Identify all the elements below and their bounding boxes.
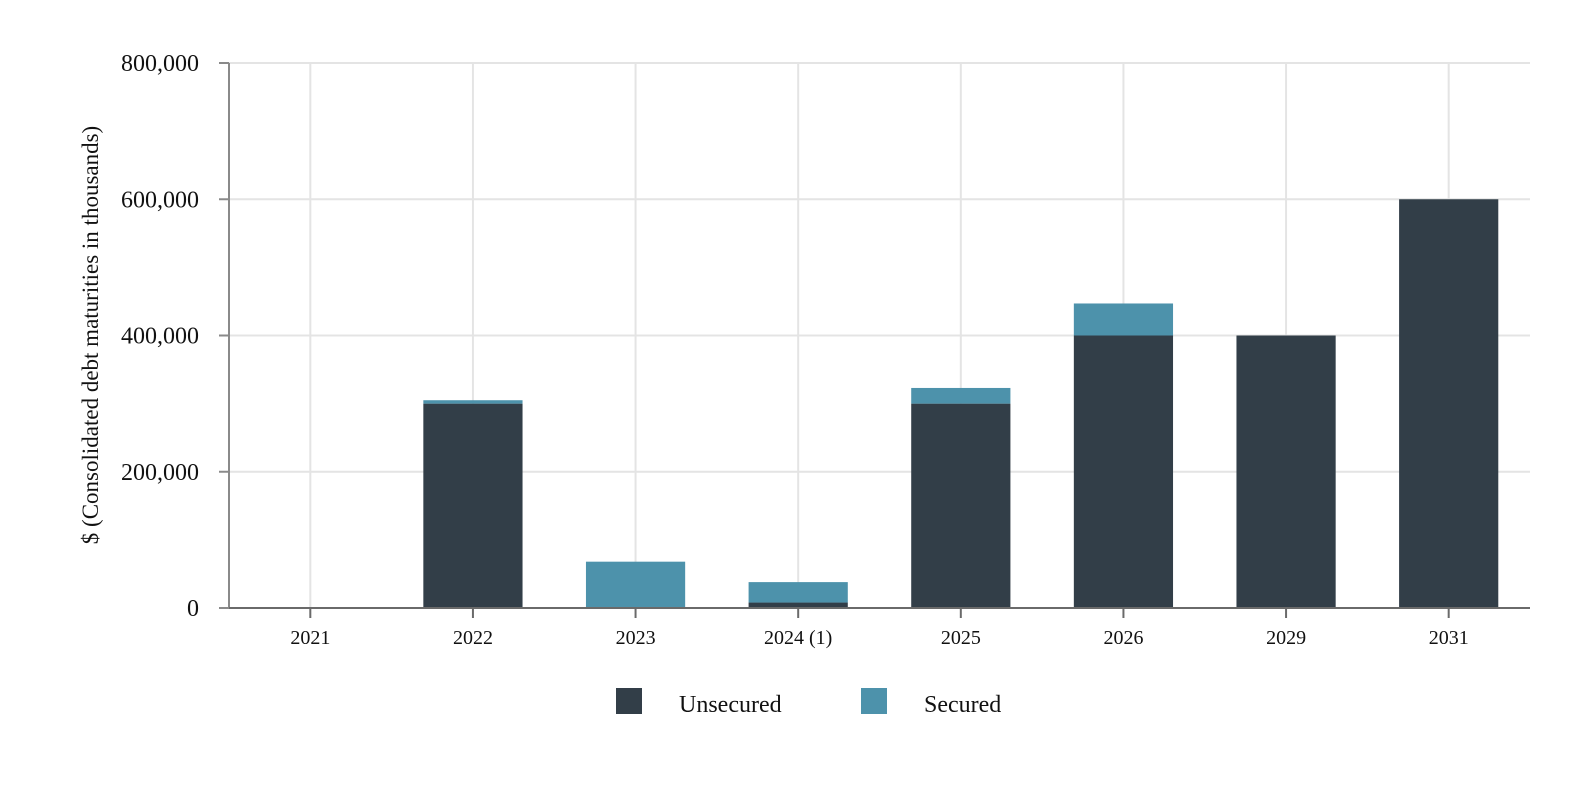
legend-label-secured: Secured	[924, 692, 1001, 718]
y-tick-label: 800,000	[121, 51, 199, 77]
legend: Unsecured Secured	[616, 688, 1001, 718]
y-axis-label: $ (Consolidated debt maturities in thous…	[78, 126, 103, 544]
bar-unsecured-4	[748, 602, 848, 608]
x-tick-label: 2029	[1266, 627, 1306, 649]
x-tick-labels: 2021 2022 2023 2024 (1) 2025 2026 2029 2031	[290, 608, 1469, 649]
grid-lines	[229, 62, 1530, 608]
x-tick-label: 2024 (1)	[764, 627, 832, 649]
legend-label-unsecured: Unsecured	[679, 692, 782, 718]
y-tick-label: 400,000	[121, 324, 199, 350]
y-tick-label: 0	[187, 596, 199, 622]
x-tick-label: 2021	[290, 627, 330, 649]
bar-secured-2	[423, 400, 523, 404]
legend-swatch-secured	[861, 688, 887, 714]
bar-unsecured-8	[1399, 199, 1499, 608]
bar-secured-3	[585, 561, 686, 608]
y-tick-label: 200,000	[121, 460, 199, 486]
x-tick-label: 2025	[941, 627, 981, 649]
x-tick-label: 2026	[1103, 627, 1143, 649]
x-tick-label: 2022	[453, 627, 493, 649]
bar-secured-5	[911, 387, 1011, 404]
bar-secured-6	[1073, 303, 1174, 336]
bar-unsecured-7	[1236, 335, 1336, 608]
x-tick-label: 2023	[616, 627, 656, 649]
bar-unsecured-6	[1073, 335, 1174, 608]
y-tick-labels: 0 200,000 400,000 600,000 800,000	[121, 51, 229, 622]
legend-swatch-unsecured	[616, 688, 642, 714]
x-tick-label: 2031	[1429, 627, 1469, 649]
bar-unsecured-2	[423, 403, 523, 608]
bars	[423, 199, 1499, 608]
bar-secured-4	[748, 582, 848, 603]
bar-unsecured-5	[911, 403, 1011, 608]
y-tick-label: 600,000	[121, 187, 199, 213]
